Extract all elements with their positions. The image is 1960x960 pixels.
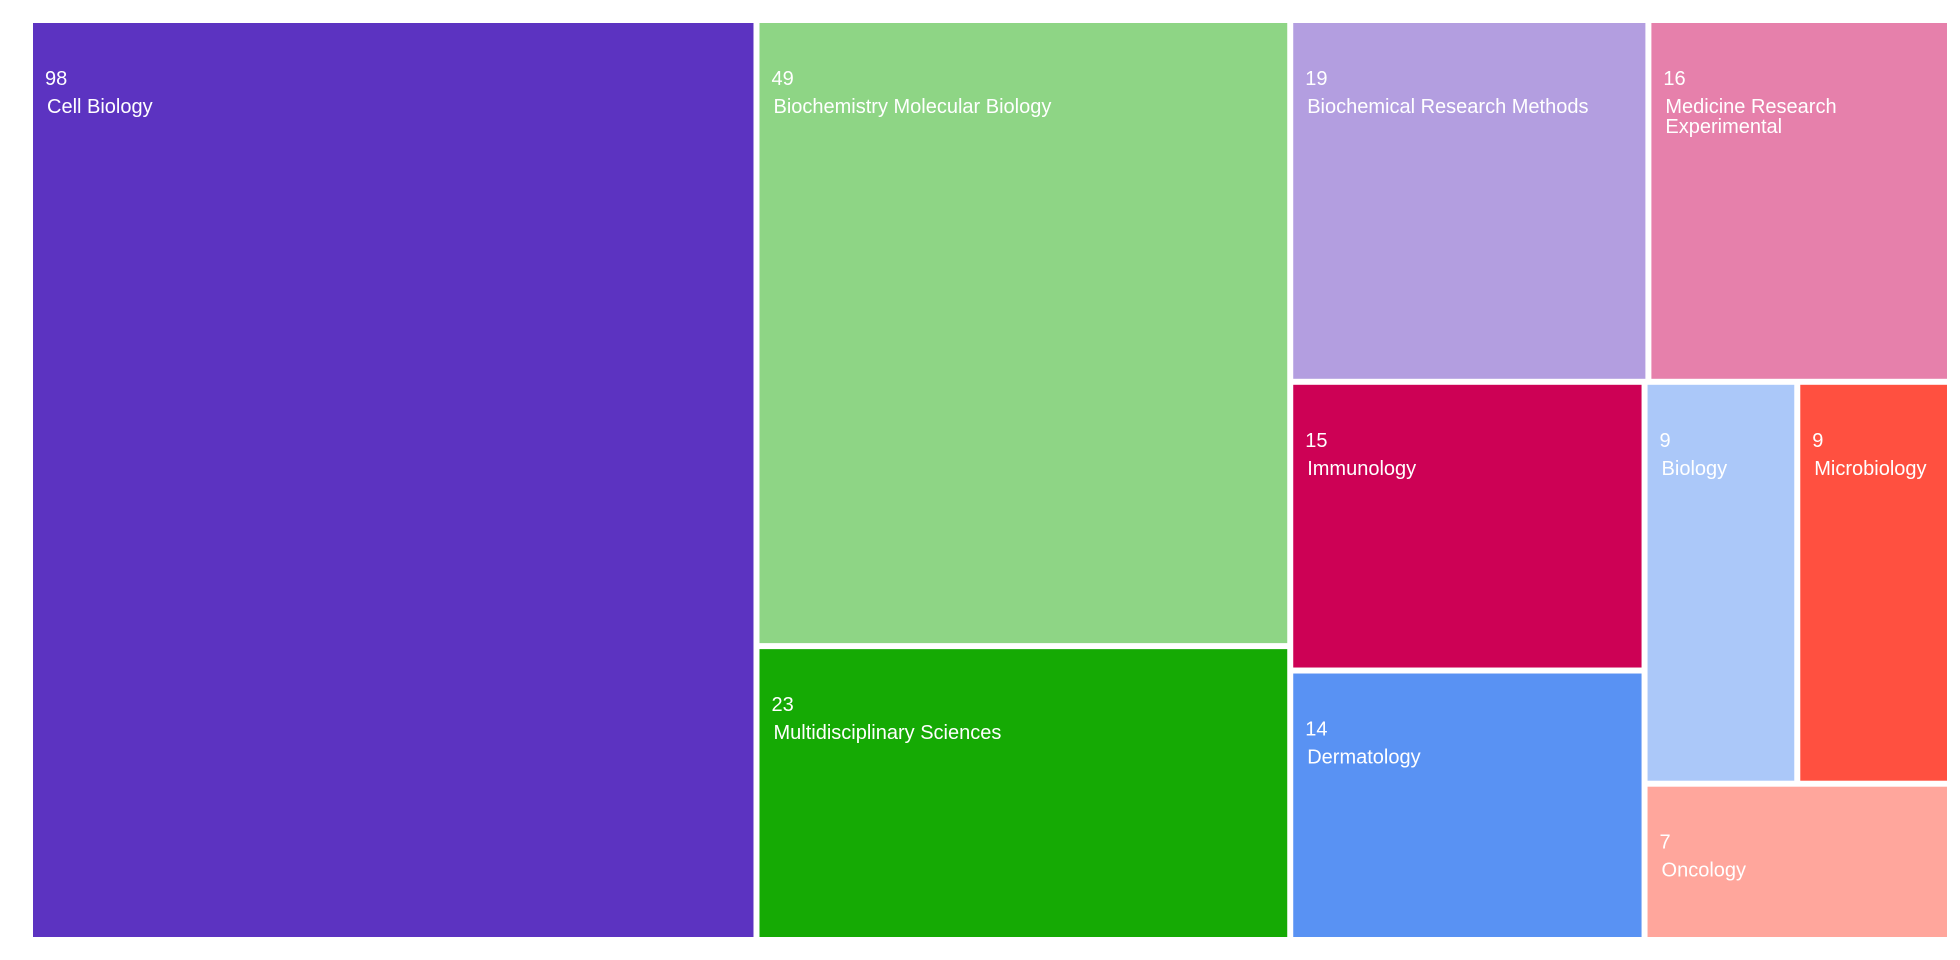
- tile-count-biochemistry-molecular-biology: 49: [771, 68, 793, 90]
- tile-label-line: Medicine Research: [1665, 96, 1836, 118]
- tile-label-biology: Biology: [1662, 458, 1728, 480]
- tile-count-cell-biology: 98: [45, 68, 67, 90]
- tile-label-medicine-research-experimental: Medicine Research Experimental: [1665, 96, 1836, 138]
- tile-rect-medicine-research-experimental[interactable]: [1651, 23, 1947, 379]
- tile-label-immunology: Immunology: [1307, 458, 1416, 480]
- tile-count-oncology: 7: [1660, 832, 1671, 854]
- tile-count-immunology: 15: [1305, 430, 1327, 452]
- tile-label-line: Experimental: [1665, 116, 1782, 138]
- tile-label-biochemistry-molecular-biology: Biochemistry Molecular Biology: [773, 96, 1051, 118]
- tile-rect-microbiology[interactable]: [1800, 384, 1947, 781]
- tile-label-dermatology: Dermatology: [1307, 747, 1420, 769]
- tile-label-oncology: Oncology: [1662, 860, 1747, 882]
- tile-count-medicine-research-experimental: 16: [1663, 68, 1685, 90]
- tile-label-biochemical-research-methods: Biochemical Research Methods: [1307, 96, 1588, 118]
- tile-rect-multidisciplinary-sciences[interactable]: [759, 649, 1288, 937]
- tile-count-dermatology: 14: [1305, 719, 1327, 741]
- tile-label-line: Biochemical Research Methods: [1307, 96, 1588, 118]
- tile-rect-cell-biology[interactable]: [33, 23, 754, 937]
- tile-microbiology[interactable]: 9 Microbiology: [1800, 384, 1947, 781]
- tile-biology[interactable]: 9 Biology: [1647, 384, 1795, 781]
- tile-cell-biology[interactable]: 98 Cell Biology: [33, 23, 754, 937]
- tile-count-microbiology: 9: [1812, 430, 1823, 452]
- tile-dermatology[interactable]: 14 Dermatology: [1293, 673, 1642, 937]
- tile-label-microbiology: Microbiology: [1814, 458, 1926, 480]
- tile-label-line: Oncology: [1662, 860, 1747, 882]
- tile-biochemistry-molecular-biology[interactable]: 49 Biochemistry Molecular Biology: [759, 23, 1288, 644]
- tile-rect-biology[interactable]: [1647, 384, 1795, 781]
- tile-rect-immunology[interactable]: [1293, 384, 1642, 668]
- tile-label-multidisciplinary-sciences: Multidisciplinary Sciences: [773, 722, 1001, 744]
- tile-label-line: Biology: [1662, 458, 1728, 480]
- tile-label-line: Microbiology: [1814, 458, 1926, 480]
- tile-count-biology: 9: [1660, 430, 1671, 452]
- tile-immunology[interactable]: 15 Immunology: [1293, 384, 1642, 668]
- tile-label-line: Dermatology: [1307, 747, 1420, 769]
- tile-biochemical-research-methods[interactable]: 19 Biochemical Research Methods: [1293, 23, 1646, 379]
- tile-medicine-research-experimental[interactable]: 16 Medicine Research Experimental: [1651, 23, 1947, 379]
- tile-label-cell-biology: Cell Biology: [47, 96, 153, 118]
- tile-label-line: Cell Biology: [47, 96, 153, 118]
- tile-label-line: Immunology: [1307, 458, 1416, 480]
- tile-count-biochemical-research-methods: 19: [1305, 68, 1327, 90]
- tile-label-line: Biochemistry Molecular Biology: [773, 96, 1051, 118]
- tile-rect-oncology[interactable]: [1647, 786, 1947, 937]
- tile-rect-biochemistry-molecular-biology[interactable]: [759, 23, 1288, 644]
- tile-count-multidisciplinary-sciences: 23: [771, 694, 793, 716]
- tile-rect-dermatology[interactable]: [1293, 673, 1642, 937]
- tile-label-line: Multidisciplinary Sciences: [773, 722, 1001, 744]
- tile-oncology[interactable]: 7 Oncology: [1647, 786, 1947, 937]
- tile-multidisciplinary-sciences[interactable]: 23 Multidisciplinary Sciences: [759, 649, 1288, 937]
- tile-rect-biochemical-research-methods[interactable]: [1293, 23, 1646, 379]
